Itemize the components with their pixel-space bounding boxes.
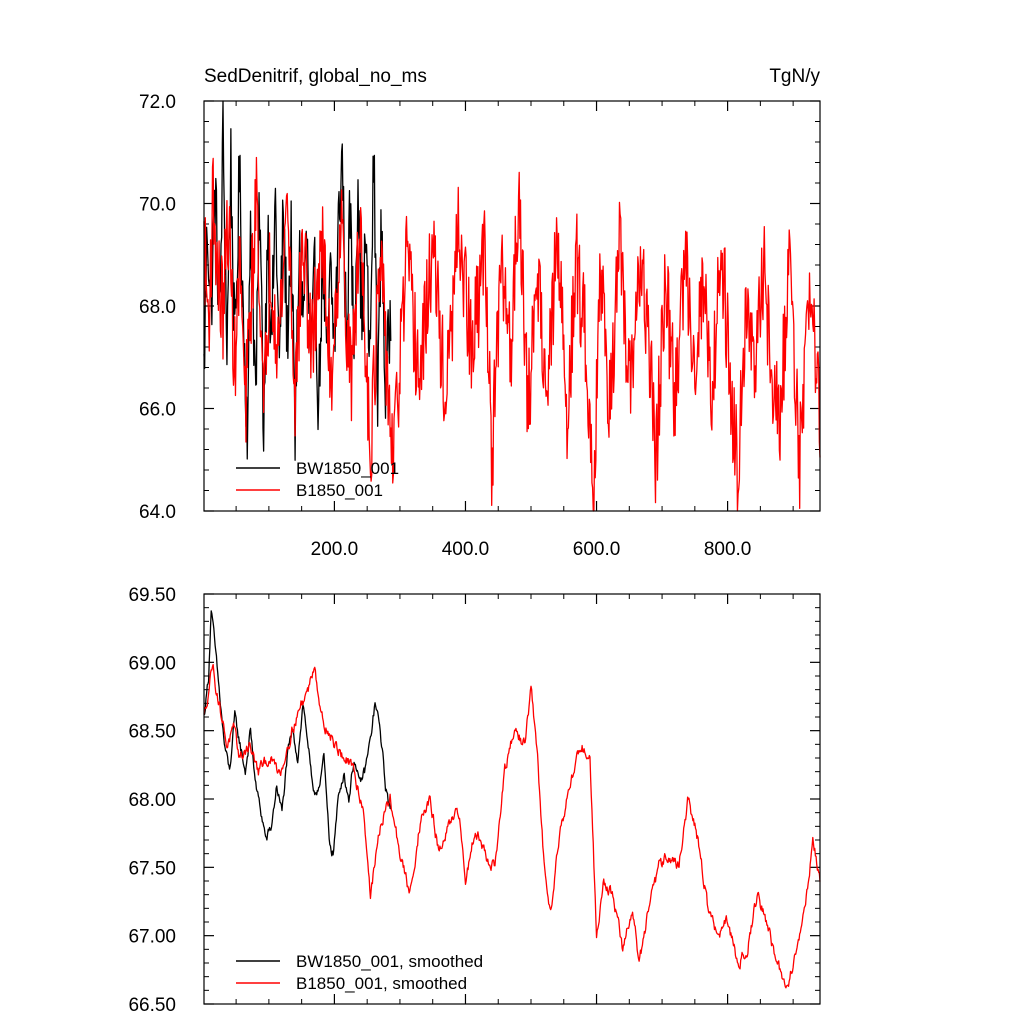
series-line-b1850 [203, 156, 821, 512]
top-series-group [203, 100, 821, 512]
panel-units: TgN/y [769, 66, 820, 87]
x-tick-label: 400.0 [442, 539, 490, 560]
x-tick-label: 200.0 [311, 539, 359, 560]
legend-label-bw1850: BW1850_001 [296, 459, 399, 478]
series-line-bw1850-smoothed [203, 610, 392, 857]
y-tick-label: 67.50 [128, 858, 176, 879]
y-tick-label: 72.0 [139, 92, 176, 113]
legend-label-b1850-smoothed: B1850_001, smoothed [296, 974, 467, 993]
top-plot-frame [203, 100, 821, 512]
x-tick-label: 800.0 [704, 539, 752, 560]
bottom-ticks: 66.50 67.00 67.50 68.00 68.50 69.00 69.50 [128, 585, 820, 1016]
y-tick-label: 66.50 [128, 995, 176, 1016]
series-line-b1850-smoothed [203, 663, 821, 989]
top-ticks: 64.0 66.0 68.0 70.0 72.0 200.0 400.0 600.0 800.0 [139, 92, 820, 560]
bottom-legend: BW1850_001, smoothed B1850_001, smoothed [236, 952, 483, 993]
y-tick-label: 69.50 [128, 585, 176, 606]
panel-title: SedDenitrif, global_no_ms [204, 66, 427, 87]
y-tick-label: 68.00 [128, 790, 176, 811]
top-panel: SedDenitrif, global_no_ms TgN/y 64.0 66.0… [139, 66, 821, 560]
bottom-series-group [203, 610, 821, 989]
legend-label-b1850: B1850_001 [296, 481, 383, 500]
legend-label-bw1850-smoothed: BW1850_001, smoothed [296, 952, 483, 971]
y-tick-label: 64.0 [139, 502, 176, 523]
y-tick-label: 67.00 [128, 927, 176, 948]
y-tick-label: 66.0 [139, 400, 176, 421]
bottom-panel: 66.50 67.00 67.50 68.00 68.50 69.00 69.50 BW18… [128, 585, 821, 1016]
x-tick-label: 600.0 [573, 539, 621, 560]
y-tick-label: 70.0 [139, 195, 176, 216]
bottom-plot-frame [203, 593, 821, 1005]
y-tick-label: 68.50 [128, 722, 176, 743]
top-legend: BW1850_001 B1850_001 [236, 459, 399, 500]
y-tick-label: 69.00 [128, 653, 176, 674]
y-tick-label: 68.0 [139, 297, 176, 318]
